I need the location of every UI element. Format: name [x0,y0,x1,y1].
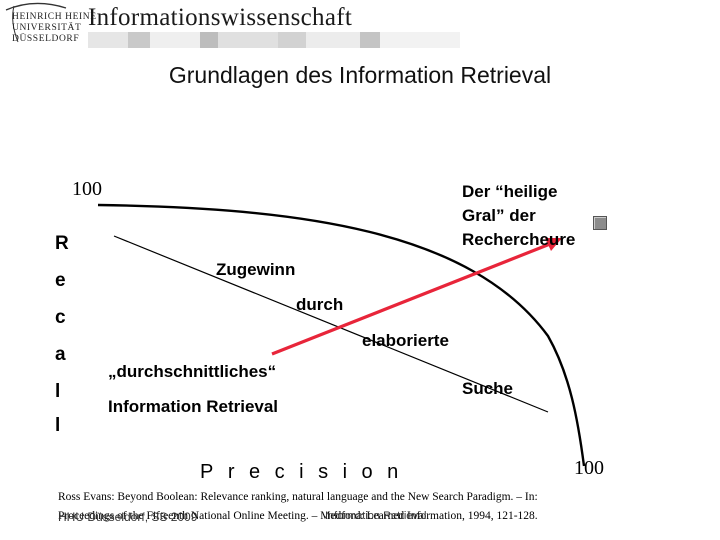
label-elaborierte: elaborierte [362,331,449,350]
holy-grail-line-2: Gral” der [462,206,536,225]
grey-square-icon [593,216,607,230]
recall-letter: a [55,344,66,365]
recall-letter: l [55,415,61,436]
recall-letter: l [55,381,61,402]
recall-letter: c [55,307,66,328]
label-information-retrieval: Information Retrieval [108,397,279,416]
label-durch: durch [296,295,344,314]
recall-max-label: 100 [72,178,102,200]
logo-swoosh-icon [5,2,67,43]
improvement-arrow-head [545,238,562,251]
label-zugewinn: Zugewinn [216,260,296,279]
brand-title: Informationswissenschaft [88,4,353,31]
label-durchschnittliches: „durchschnittliches“ [108,362,277,381]
label-suche: Suche [462,379,514,398]
logo-line-3: DÜSSELDORF [12,34,80,44]
reference-citation: Ross Evans: Beyond Boolean: Relevance ra… [58,488,664,526]
precision-max-label: 100 [574,457,604,479]
university-logo: HEINRICH HEINE UNIVERSITÄT DÜSSELDORF [4,2,96,48]
footer-course: Information Retrieval [325,510,427,522]
recall-letter: e [55,270,66,291]
header-building-photo [88,32,460,48]
logo-line-2: UNIVERSITÄT [12,23,82,33]
recall-letter: R [55,233,69,254]
holy-grail-line-3: Rechercheure [462,230,576,249]
holy-grail-label: Der “heilige Gral” der Rechercheure [462,180,575,252]
logo-line-1: HEINRICH HEINE [12,12,97,22]
slide-title: Grundlagen des Information Retrieval [168,62,552,88]
precision-axis-label: Precision [200,461,413,483]
holy-grail-line-1: Der “heilige [462,182,558,201]
reference-line-1: Ross Evans: Beyond Boolean: Relevance ra… [58,491,538,503]
improvement-arrow-shaft [271,242,551,356]
recall-precision-curve [97,203,586,467]
footer-institution: HHU Düsseldorf, SS 2009 [58,510,198,524]
reference-line-2: Proceedings of the Fifteenth National On… [58,510,538,522]
diagonal-reference-line [113,235,549,413]
